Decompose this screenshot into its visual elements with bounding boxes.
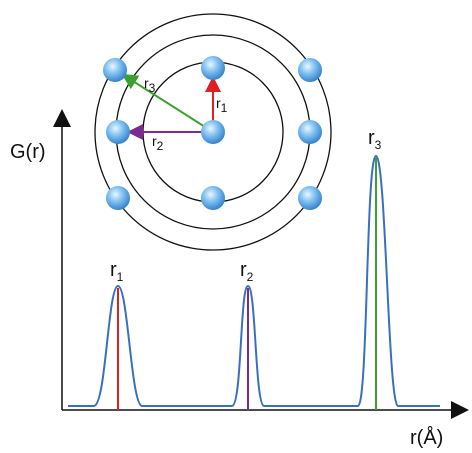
- peak-label: r3: [368, 127, 382, 152]
- symbol: r: [110, 259, 117, 281]
- vector-label: r1: [216, 95, 228, 115]
- x-axis-label: r(Å): [410, 426, 443, 449]
- subscript: 3: [375, 138, 382, 152]
- symbol: r: [144, 75, 149, 91]
- atom: [298, 58, 322, 82]
- distribution-curve: [68, 154, 440, 407]
- atom: [201, 120, 225, 144]
- atom: [298, 186, 322, 210]
- subscript: 3: [149, 81, 156, 95]
- symbol: r: [368, 127, 375, 149]
- shell: [94, 13, 332, 251]
- peak-label: r2: [240, 259, 254, 284]
- atom: [106, 120, 130, 144]
- symbol: r: [216, 95, 221, 111]
- atom: [103, 58, 127, 82]
- symbol: r: [152, 133, 157, 149]
- atom: [201, 186, 225, 210]
- vector-label: r3: [144, 75, 156, 95]
- atom: [201, 56, 225, 80]
- vector-label: r2: [152, 133, 164, 153]
- atom: [298, 120, 322, 144]
- y-axis-label: G(r): [10, 141, 46, 163]
- symbol: r: [240, 259, 247, 281]
- atoms: [103, 56, 322, 210]
- vector-r3: [121, 73, 214, 133]
- subscript: 2: [247, 270, 254, 284]
- subscript: 1: [117, 270, 124, 284]
- atom: [106, 186, 130, 210]
- subscript: 2: [157, 139, 164, 153]
- peak-label: r1: [110, 259, 124, 284]
- subscript: 1: [221, 101, 228, 115]
